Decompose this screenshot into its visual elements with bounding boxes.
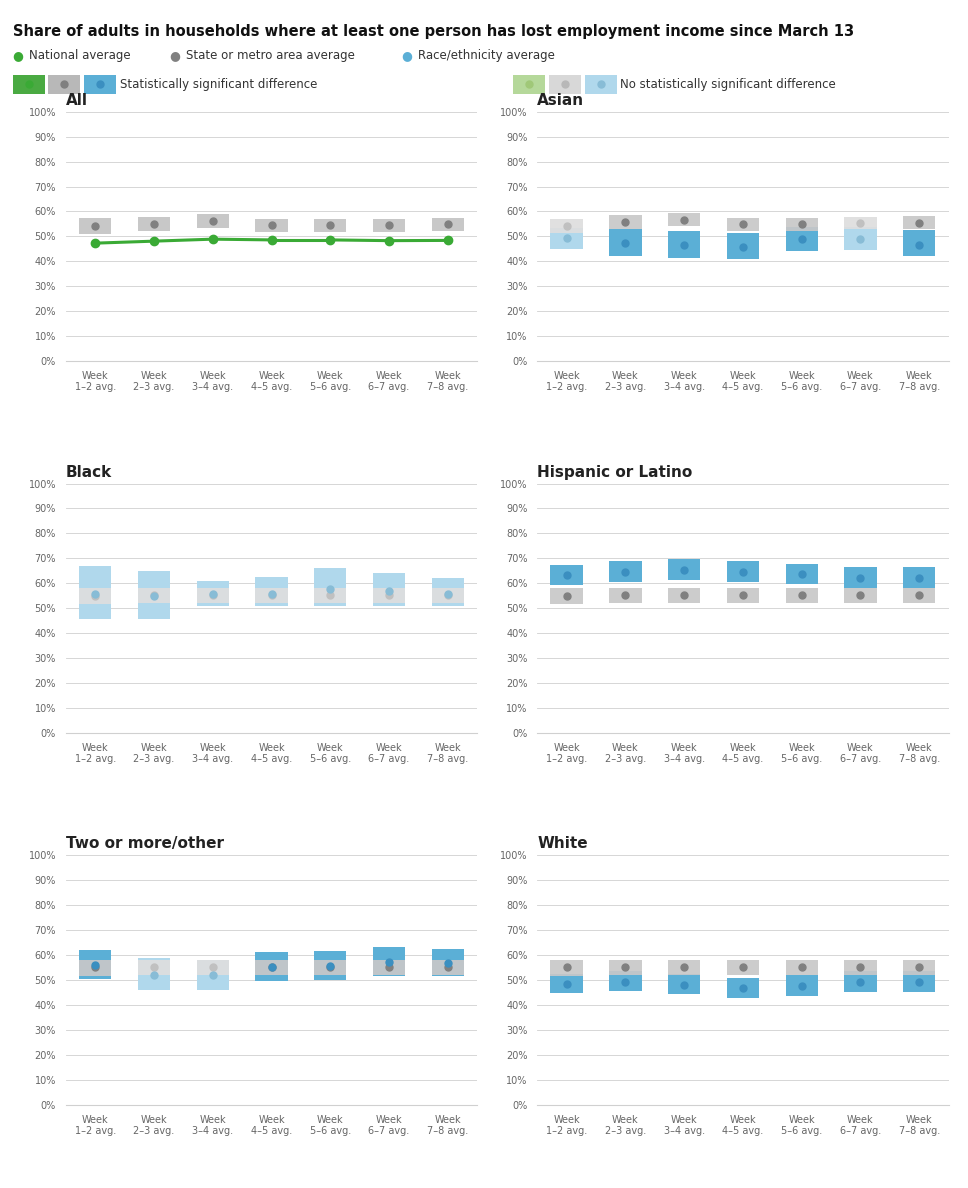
Bar — [197, 960, 228, 990]
Bar — [844, 972, 877, 992]
Bar — [844, 960, 877, 974]
Bar — [903, 972, 935, 992]
Bar — [844, 227, 877, 251]
Bar — [786, 588, 818, 602]
Text: Share of adults in households where at least one person has lost employment inco: Share of adults in households where at l… — [13, 24, 854, 39]
Bar — [432, 579, 464, 606]
Bar — [609, 972, 642, 991]
Bar — [786, 564, 818, 583]
Bar — [903, 588, 935, 602]
Bar — [373, 220, 406, 232]
Text: Two or more/other: Two or more/other — [66, 836, 224, 852]
Bar — [79, 588, 111, 604]
Bar — [903, 216, 935, 229]
Bar — [551, 565, 583, 586]
Bar — [609, 562, 642, 582]
Bar — [432, 219, 464, 230]
Bar — [609, 960, 642, 974]
Bar — [551, 588, 583, 604]
Bar — [197, 214, 228, 228]
Bar — [79, 219, 111, 234]
Bar — [315, 960, 347, 974]
Bar — [551, 960, 583, 975]
Bar — [844, 567, 877, 588]
Bar — [79, 567, 111, 619]
Bar — [315, 950, 347, 980]
Bar — [137, 960, 170, 974]
Text: All: All — [66, 93, 88, 108]
Bar — [551, 219, 583, 233]
Bar — [315, 588, 347, 602]
Bar — [79, 960, 111, 975]
Bar — [137, 571, 170, 619]
Text: Statistically significant difference: Statistically significant difference — [120, 78, 318, 90]
Bar — [256, 577, 287, 606]
Text: White: White — [537, 836, 588, 852]
Bar — [137, 588, 170, 602]
Bar — [197, 588, 228, 602]
Text: Black: Black — [66, 465, 112, 480]
Bar — [137, 959, 170, 990]
Text: Asian: Asian — [537, 93, 585, 108]
Bar — [79, 949, 111, 979]
Text: ●: ● — [402, 50, 412, 62]
Text: Race/ethnicity average: Race/ethnicity average — [418, 50, 555, 62]
Bar — [197, 581, 228, 606]
Bar — [844, 217, 877, 229]
Bar — [786, 227, 818, 252]
Bar — [373, 588, 406, 602]
Bar — [668, 230, 700, 258]
Bar — [432, 949, 464, 977]
Text: Hispanic or Latino: Hispanic or Latino — [537, 465, 692, 480]
Bar — [551, 228, 583, 249]
Bar — [256, 219, 287, 232]
Bar — [373, 947, 406, 977]
Text: ●: ● — [169, 50, 180, 62]
Bar — [315, 568, 347, 606]
Bar — [373, 960, 406, 974]
Bar — [609, 588, 642, 602]
Bar — [668, 588, 700, 602]
Bar — [727, 588, 759, 602]
Bar — [609, 229, 642, 255]
Bar — [786, 975, 818, 996]
Bar — [432, 960, 464, 974]
Bar — [256, 952, 287, 981]
Bar — [668, 974, 700, 994]
Bar — [137, 217, 170, 230]
Bar — [315, 219, 347, 232]
Bar — [609, 215, 642, 229]
Bar — [727, 978, 759, 998]
Bar — [903, 230, 935, 257]
Bar — [903, 567, 935, 588]
Text: ●: ● — [13, 50, 23, 62]
Bar — [256, 588, 287, 602]
Bar — [844, 588, 877, 602]
Bar — [668, 960, 700, 974]
Bar — [786, 960, 818, 974]
Bar — [373, 573, 406, 606]
Bar — [668, 214, 700, 226]
Bar — [551, 974, 583, 993]
Bar — [786, 219, 818, 230]
Bar — [432, 588, 464, 602]
Bar — [727, 960, 759, 974]
Text: No statistically significant difference: No statistically significant difference — [620, 78, 836, 90]
Bar — [197, 960, 228, 974]
Bar — [727, 233, 759, 259]
Bar — [668, 558, 700, 580]
Text: National average: National average — [29, 50, 131, 62]
Bar — [727, 219, 759, 230]
Bar — [903, 960, 935, 974]
Text: State or metro area average: State or metro area average — [186, 50, 354, 62]
Bar — [727, 562, 759, 582]
Bar — [256, 960, 287, 974]
